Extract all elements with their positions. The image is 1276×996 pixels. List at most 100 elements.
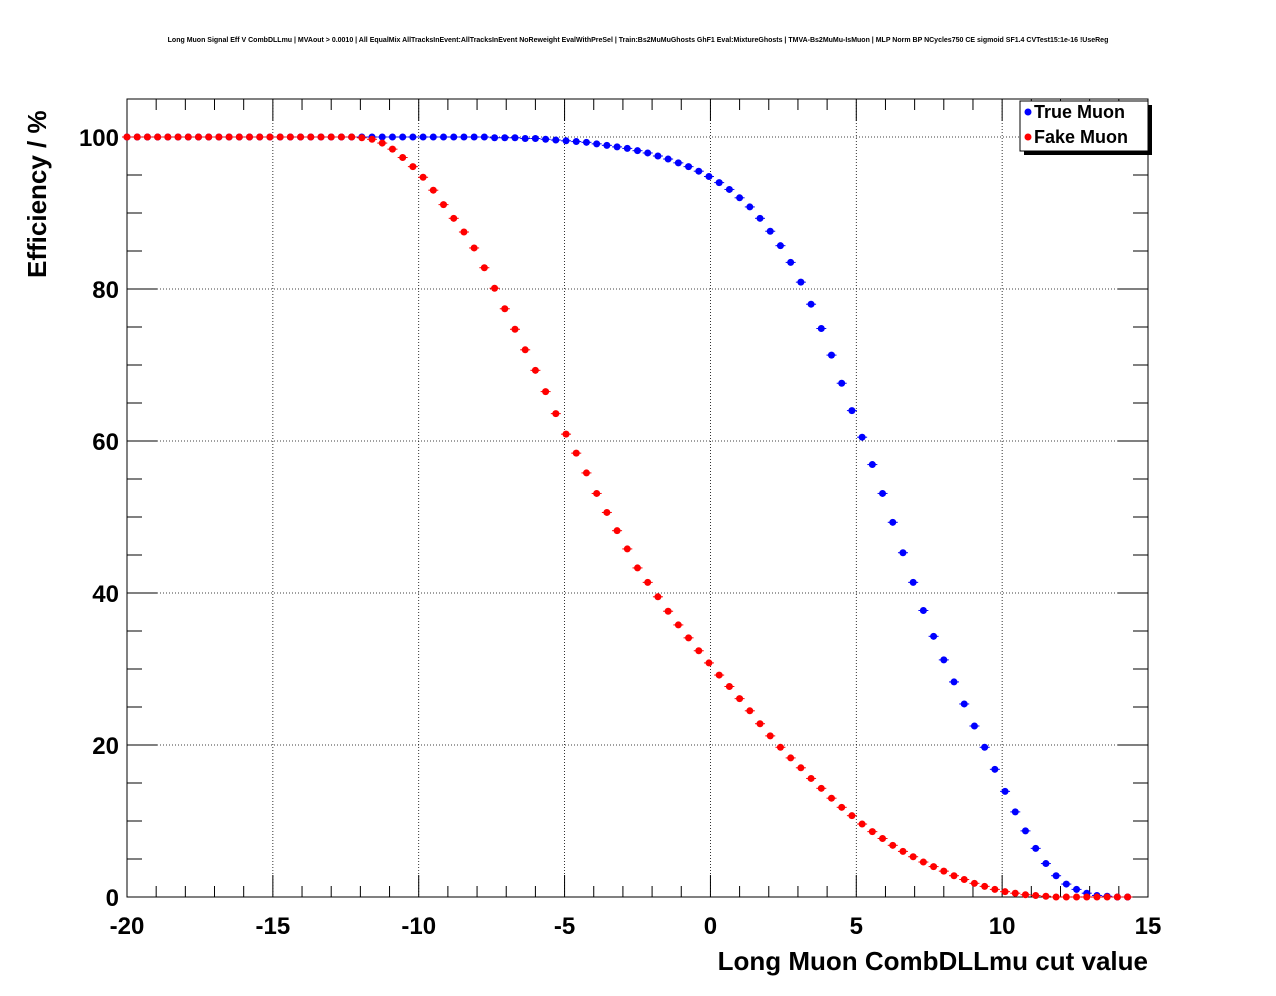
data-point-fake-muon <box>368 135 376 143</box>
legend-marker-true-muon <box>1024 108 1032 116</box>
x-tick-labels: -20 -15 -10 -5 0 5 10 15 <box>110 913 1162 940</box>
data-point-fake-muon <box>215 133 223 141</box>
y-tick-label: 100 <box>79 125 119 152</box>
data-point-true-muon <box>960 700 968 708</box>
plot-frame <box>126 98 1149 898</box>
data-point-fake-muon <box>409 163 417 171</box>
data-point-fake-muon <box>337 133 345 141</box>
data-point-true-muon <box>889 518 897 526</box>
data-point-fake-muon <box>440 201 448 209</box>
data-point-true-muon <box>562 137 570 145</box>
data-point-true-muon <box>654 152 662 160</box>
data-point-fake-muon <box>256 133 264 141</box>
data-point-fake-muon <box>725 682 733 690</box>
data-point-fake-muon <box>542 388 550 396</box>
data-point-fake-muon <box>399 154 407 162</box>
data-point-true-muon <box>644 149 652 157</box>
data-point-fake-muon <box>766 732 774 740</box>
data-point-true-muon <box>572 138 580 146</box>
data-point-true-muon <box>930 632 938 640</box>
data-point-true-muon <box>909 578 917 586</box>
data-point-true-muon <box>940 656 948 664</box>
data-point-fake-muon <box>634 564 641 572</box>
data-point-true-muon <box>480 133 488 141</box>
data-point-true-muon <box>807 300 815 308</box>
y-tick-label: 80 <box>92 277 119 304</box>
data-point-fake-muon <box>838 803 846 811</box>
data-point-true-muon <box>879 489 887 497</box>
data-point-fake-muon <box>205 133 213 141</box>
data-point-fake-muon <box>133 133 141 141</box>
data-point-fake-muon <box>817 784 825 792</box>
data-point-fake-muon <box>664 607 672 615</box>
data-point-true-muon <box>1001 787 1009 795</box>
data-point-true-muon <box>634 147 641 155</box>
data-point-fake-muon <box>623 545 631 553</box>
data-point-fake-muon <box>1103 893 1111 901</box>
data-point-true-muon <box>388 133 396 141</box>
data-point-fake-muon <box>756 720 764 728</box>
data-point-true-muon <box>991 765 999 773</box>
data-point-fake-muon <box>879 834 887 842</box>
grid-lines <box>127 99 1148 897</box>
data-point-fake-muon <box>582 469 590 477</box>
data-point-fake-muon <box>450 214 458 222</box>
data-point-fake-muon <box>960 876 968 884</box>
legend-box <box>1019 100 1149 152</box>
data-point-fake-muon <box>1042 892 1050 900</box>
data-point-true-muon <box>787 258 795 266</box>
data-point-true-muon <box>817 325 825 333</box>
data-point-true-muon <box>623 144 631 152</box>
data-point-fake-muon <box>562 430 570 438</box>
data-point-fake-muon <box>491 284 499 292</box>
data-point-true-muon <box>419 133 427 141</box>
data-point-fake-muon <box>787 754 795 762</box>
data-point-true-muon <box>664 155 672 163</box>
data-point-true-muon <box>1032 844 1040 852</box>
data-point-fake-muon <box>1062 893 1070 901</box>
x-tick-label: -15 <box>256 913 291 940</box>
data-point-true-muon <box>460 133 468 141</box>
data-point-fake-muon <box>531 366 539 374</box>
data-point-true-muon <box>501 134 509 142</box>
data-point-fake-muon <box>194 133 202 141</box>
data-point-fake-muon <box>736 695 744 703</box>
data-point-fake-muon <box>388 145 396 153</box>
data-point-fake-muon <box>358 134 366 142</box>
data-point-true-muon <box>797 278 805 286</box>
data-point-true-muon <box>858 433 866 441</box>
data-point-fake-muon <box>246 133 254 141</box>
data-point-fake-muon <box>868 828 876 836</box>
data-point-fake-muon <box>184 133 192 141</box>
data-points <box>122 133 1133 901</box>
data-point-fake-muon <box>286 133 294 141</box>
x-tick-label: 15 <box>1135 913 1162 940</box>
data-point-fake-muon <box>1124 893 1132 901</box>
data-point-fake-muon <box>1093 893 1101 901</box>
legend: True Muon Fake Muon <box>1019 100 1152 155</box>
data-point-true-muon <box>756 214 764 222</box>
chart-title: Long Muon Signal Eff V CombDLLmu | MVAou… <box>168 37 1109 44</box>
data-point-true-muon <box>542 135 550 143</box>
y-tick-label: 40 <box>92 581 119 608</box>
data-point-true-muon <box>491 134 499 142</box>
data-point-true-muon <box>899 549 907 557</box>
data-point-true-muon <box>593 140 601 148</box>
y-tick-label: 20 <box>92 733 119 760</box>
data-point-fake-muon <box>480 264 488 272</box>
data-point-fake-muon <box>1113 893 1121 901</box>
data-point-fake-muon <box>1011 889 1019 897</box>
data-point-fake-muon <box>603 508 611 516</box>
data-point-true-muon <box>409 133 417 141</box>
data-point-fake-muon <box>1021 891 1029 899</box>
data-point-true-muon <box>1052 872 1060 880</box>
data-point-fake-muon <box>317 133 325 141</box>
legend-label-fake-muon: Fake Muon <box>1034 127 1128 147</box>
data-point-true-muon <box>1021 827 1029 835</box>
data-point-true-muon <box>827 351 835 359</box>
data-point-fake-muon <box>950 872 958 880</box>
data-point-true-muon <box>970 722 978 730</box>
data-point-true-muon <box>1062 880 1070 888</box>
data-point-fake-muon <box>174 133 182 141</box>
data-point-true-muon <box>582 138 590 146</box>
